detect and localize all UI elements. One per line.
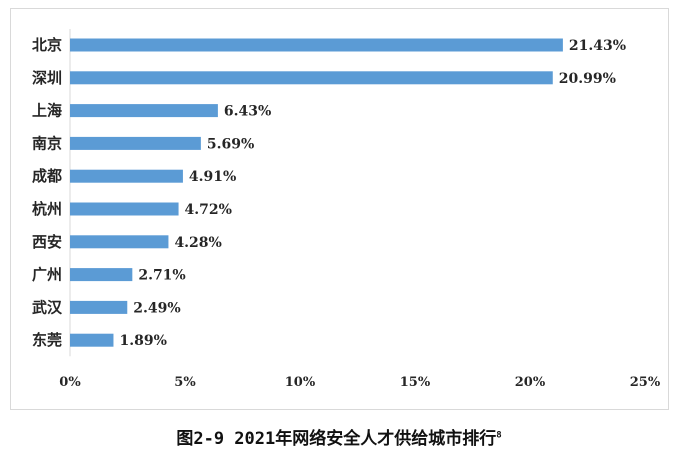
category-label: 西安	[32, 233, 62, 251]
bar	[70, 169, 183, 183]
value-label: 4.72%	[185, 202, 232, 218]
category-label: 成都	[32, 167, 62, 185]
bar	[70, 202, 179, 216]
category-label: 南京	[32, 134, 62, 152]
figure-caption: 图2-9 2021年网络安全人才供给城市排行8	[0, 424, 678, 449]
category-label: 杭州	[32, 200, 62, 218]
x-tick-label: 20%	[515, 375, 546, 390]
x-tick-label: 0%	[59, 375, 81, 390]
value-label: 6.43%	[224, 104, 271, 120]
bar	[70, 71, 553, 85]
bar	[70, 38, 563, 52]
category-label: 上海	[32, 102, 62, 120]
bar	[70, 104, 218, 118]
bar	[70, 333, 114, 347]
value-label: 4.28%	[174, 235, 221, 251]
category-label: 广州	[32, 266, 62, 284]
x-tick-label: 15%	[400, 375, 431, 390]
bar	[70, 300, 128, 314]
category-label: 武汉	[32, 298, 63, 316]
value-label: 5.69%	[207, 136, 254, 152]
bar	[70, 268, 133, 282]
caption-footnote: 8	[496, 430, 502, 441]
value-label: 2.49%	[133, 300, 180, 316]
bar	[70, 136, 201, 150]
x-tick-label: 10%	[285, 375, 316, 390]
caption-text: 图2-9 2021年网络安全人才供给城市排行	[176, 429, 497, 449]
category-label: 深圳	[32, 69, 62, 87]
value-label: 2.71%	[138, 268, 185, 284]
bar	[70, 235, 169, 249]
value-label: 1.89%	[119, 333, 166, 349]
category-label: 东莞	[32, 331, 62, 349]
value-label: 20.99%	[559, 71, 616, 87]
value-label: 21.43%	[569, 38, 626, 54]
category-label: 北京	[32, 36, 62, 54]
x-tick-label: 5%	[174, 375, 196, 390]
x-tick-label: 25%	[630, 375, 661, 390]
value-label: 4.91%	[189, 169, 236, 185]
